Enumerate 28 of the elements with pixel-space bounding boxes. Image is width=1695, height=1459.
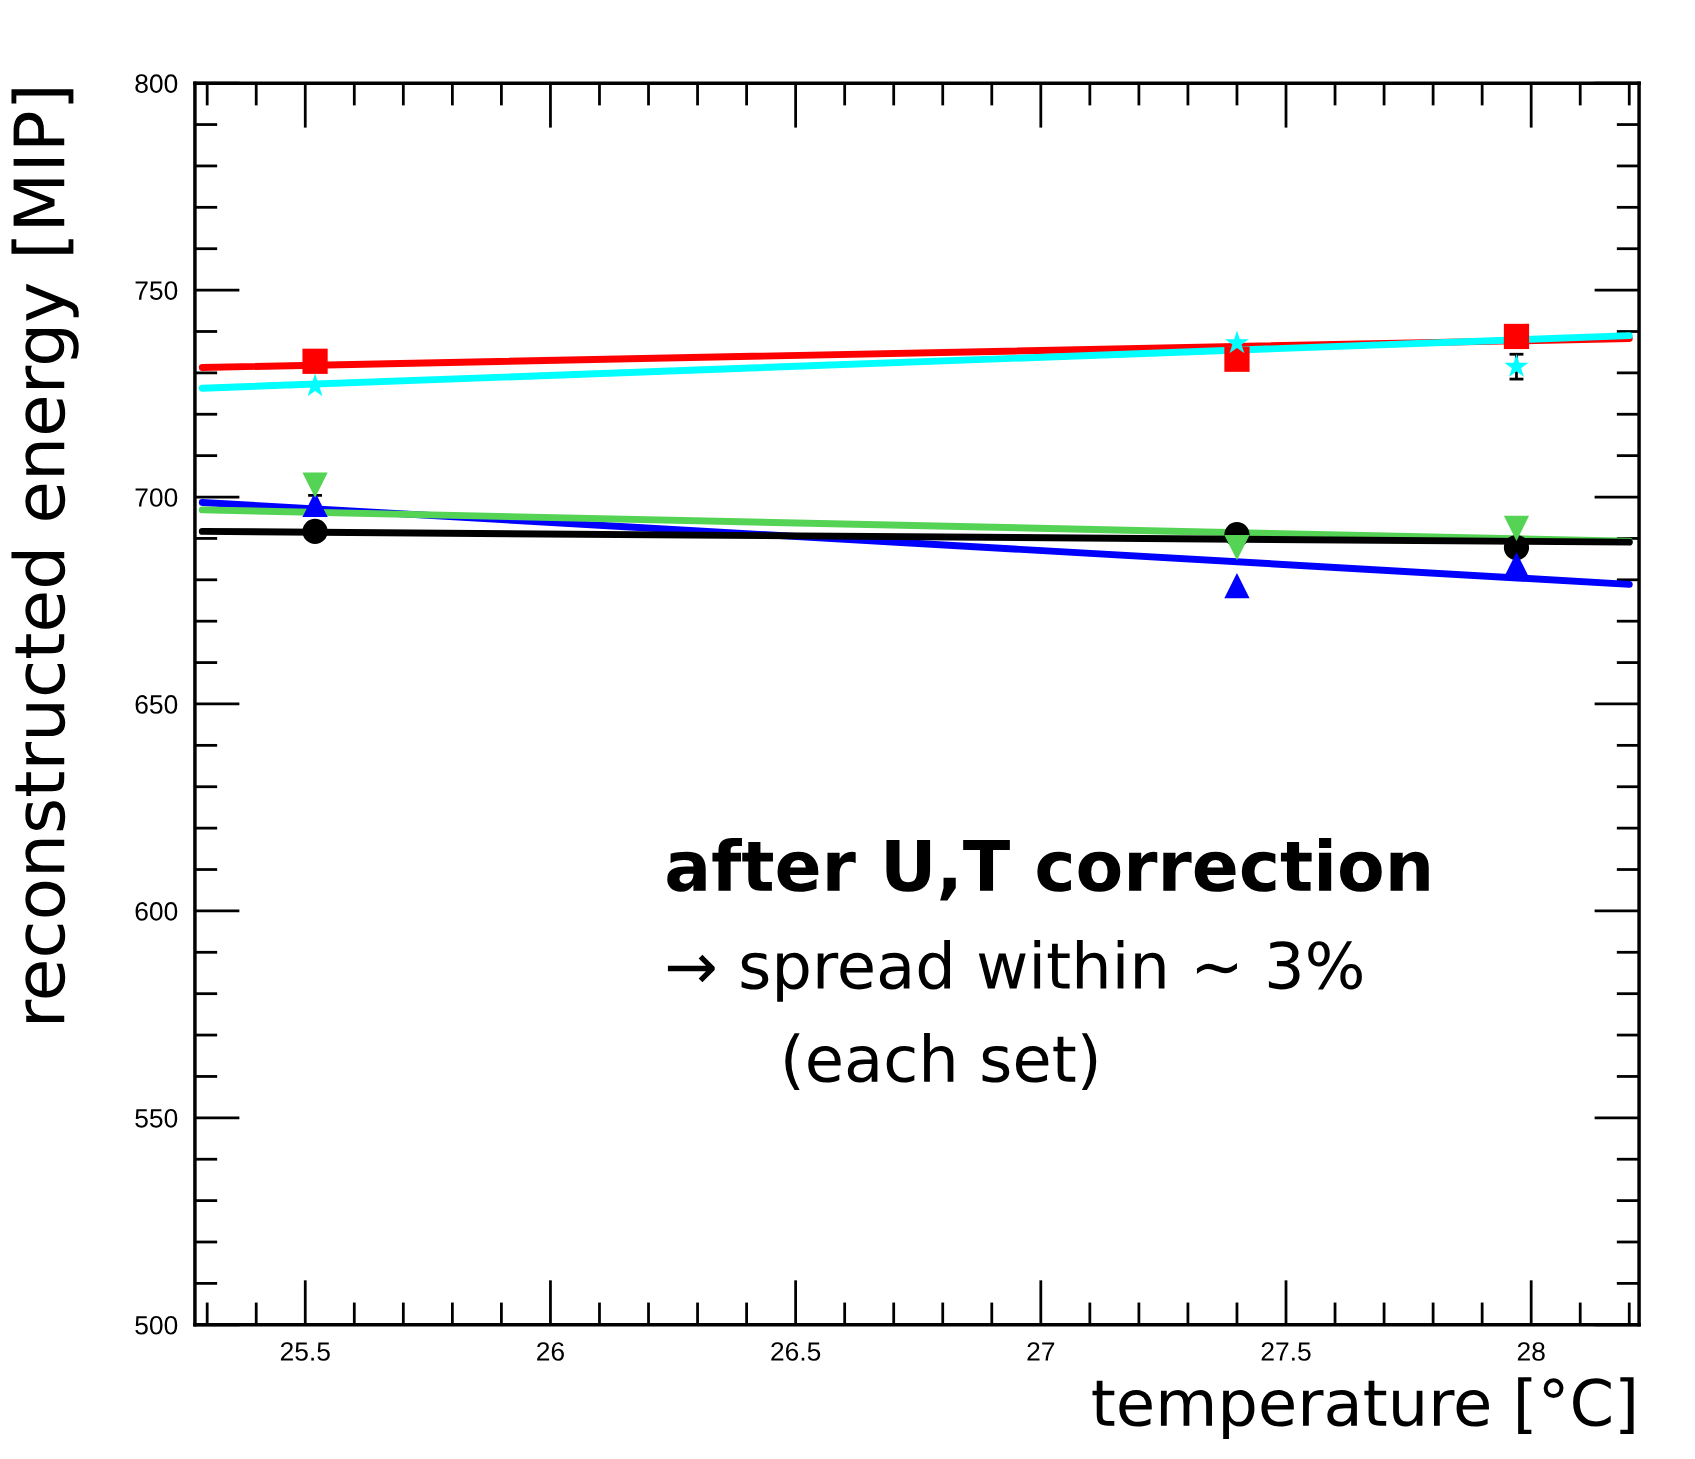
point bbox=[1503, 515, 1530, 542]
point bbox=[302, 518, 328, 544]
y-axis-title: reconstructed energy [MIP] bbox=[11, 89, 79, 1023]
annotation: after U,T correction bbox=[667, 837, 1429, 901]
y-tick-label: 550 bbox=[135, 1108, 178, 1128]
annotation: (each set) bbox=[785, 1033, 1097, 1091]
y-tick-label: 650 bbox=[135, 695, 178, 714]
x-tick-label: 27.5 bbox=[1261, 1342, 1311, 1361]
y-tick-label: 750 bbox=[135, 281, 178, 300]
point bbox=[1224, 534, 1250, 561]
point bbox=[1224, 330, 1249, 354]
y-tick-label: 800 bbox=[135, 74, 178, 93]
x-tick-label: 26 bbox=[537, 1342, 564, 1361]
y-tick-label: 500 bbox=[135, 1315, 178, 1335]
x-tick-label: 27 bbox=[1027, 1342, 1055, 1361]
y-tick-label: 600 bbox=[135, 902, 178, 921]
point bbox=[1503, 323, 1530, 350]
x-tick-label: 28 bbox=[1517, 1342, 1545, 1361]
point bbox=[1224, 572, 1250, 599]
annotation: → spread within ~ 3% bbox=[667, 940, 1362, 1002]
x-tick-label: 25.5 bbox=[280, 1342, 330, 1361]
x-axis-title: temperature [°C] bbox=[1092, 1377, 1634, 1439]
point bbox=[302, 348, 328, 374]
point bbox=[302, 472, 328, 498]
x-tick-label: 26.5 bbox=[771, 1342, 821, 1361]
point bbox=[1224, 346, 1250, 372]
y-tick-label: 700 bbox=[135, 488, 178, 507]
point bbox=[1503, 552, 1530, 578]
